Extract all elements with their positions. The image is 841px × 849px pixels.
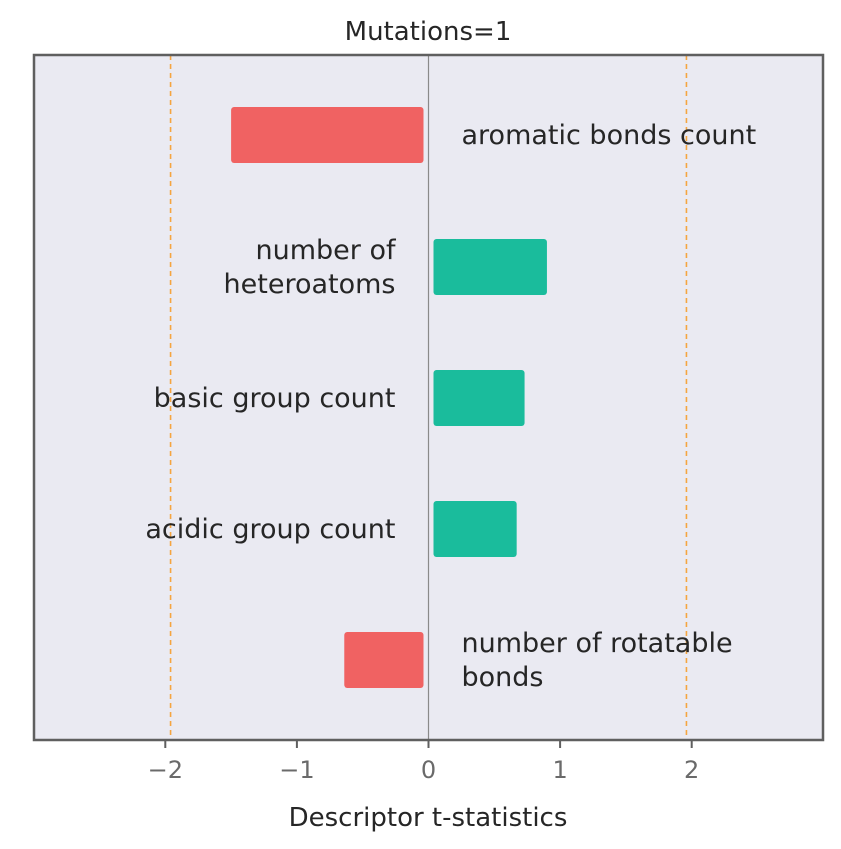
bar-5: [344, 632, 424, 688]
x-tick-label-2: −1: [279, 756, 314, 784]
bar-label-5: number of rotatable bonds: [462, 628, 733, 693]
bar-3: [433, 370, 525, 426]
bar-label-2: number of heteroatoms: [224, 235, 397, 300]
bar-label-4: acidic group count: [145, 514, 395, 545]
bar-1: [231, 107, 424, 163]
bar-4: [433, 501, 517, 557]
bar-label-3: basic group count: [154, 383, 396, 414]
bar-labels: aromatic bonds count number of heteroatoms…: [145, 120, 756, 693]
x-axis-ticks: −2 −1 0 1 2: [148, 740, 699, 784]
x-axis-label: Descriptor t-statistics: [289, 803, 568, 833]
x-tick-label-3: 0: [421, 756, 436, 784]
bar-2: [433, 239, 547, 295]
chart-title: Mutations=1: [345, 17, 512, 47]
bar-label-1: aromatic bonds count: [462, 120, 757, 151]
bars: [231, 107, 547, 688]
x-tick-label-1: −2: [148, 756, 183, 784]
threshold-lines: [169, 55, 688, 740]
x-tick-label-5: 2: [684, 756, 699, 784]
x-tick-label-4: 1: [552, 756, 567, 784]
